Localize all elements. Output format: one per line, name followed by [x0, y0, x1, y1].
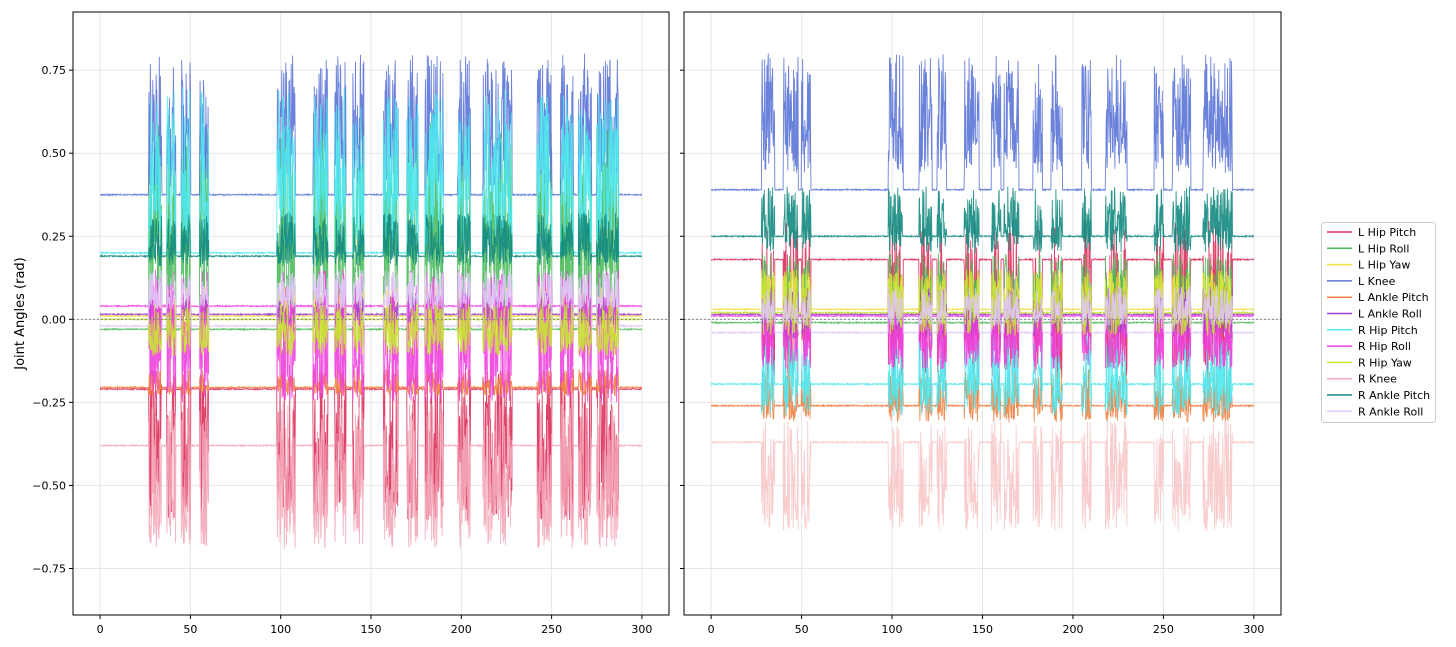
- legend-label: L Hip Pitch: [1358, 226, 1416, 239]
- x-tick-label: 250: [1153, 623, 1174, 636]
- y-tick-label: −0.75: [32, 562, 66, 575]
- legend-frame: [1321, 222, 1436, 423]
- series-line-r-knee: [710, 419, 1255, 531]
- series-line-r-ankle-roll: [710, 286, 1255, 335]
- legend-label: L Hip Roll: [1358, 242, 1409, 255]
- x-tick-label: 250: [541, 623, 562, 636]
- x-tick-label: 150: [972, 623, 993, 636]
- panel-1: 0 50 100 150 200 250 300 −0.75 −0.50 −0.25 0.00 0.2…: [13, 11, 670, 636]
- y-axis-label: Joint Angles (rad): [13, 257, 28, 370]
- legend-label: R Hip Pitch: [1358, 324, 1418, 337]
- series-line-l-knee: [99, 53, 643, 197]
- legend-label: R Knee: [1358, 373, 1397, 386]
- y-tick-label: 0.50: [42, 147, 67, 160]
- legend-label: R Ankle Roll: [1358, 405, 1423, 418]
- legend-label: R Hip Yaw: [1358, 356, 1412, 369]
- x-tick-label: 50: [183, 623, 197, 636]
- legend-label: L Knee: [1358, 275, 1396, 288]
- x-tick-label: 200: [1062, 623, 1083, 636]
- legend: L Hip Pitch L Hip Roll L Hip Yaw L Knee L An…: [1321, 222, 1436, 423]
- legend-label: L Ankle Pitch: [1358, 291, 1429, 304]
- x-tick-label: 50: [795, 623, 809, 636]
- series-line-r-ankle-pitch: [710, 186, 1255, 253]
- x-tick-label: 0: [97, 623, 104, 636]
- legend-label: L Hip Yaw: [1358, 259, 1410, 272]
- y-tick-label: 0.00: [42, 313, 67, 326]
- y-tick-label: −0.25: [32, 396, 66, 409]
- y-tick-label: −0.50: [32, 479, 66, 492]
- x-tick-label: 300: [631, 623, 652, 636]
- panel-2: 0 50 100 150 200 250 300: [680, 11, 1282, 636]
- x-tick-label: 200: [451, 623, 472, 636]
- series-line-r-ankle-roll: [99, 269, 643, 329]
- x-tick-label: 100: [882, 623, 903, 636]
- series-line-l-ankle-pitch: [99, 369, 643, 396]
- x-tick-label: 300: [1243, 623, 1264, 636]
- legend-label: R Ankle Pitch: [1358, 389, 1430, 402]
- series-line-r-knee: [99, 402, 642, 549]
- series-line-l-knee: [710, 53, 1255, 192]
- y-tick-label: 0.75: [42, 64, 67, 77]
- x-tick-label: 150: [361, 623, 382, 636]
- x-tick-label: 100: [270, 623, 291, 636]
- x-tick-label: 0: [708, 623, 715, 636]
- y-tick-label: 0.25: [42, 230, 67, 243]
- legend-label: R Hip Roll: [1358, 340, 1411, 353]
- series-line-r-ankle-pitch: [99, 212, 643, 267]
- series-line-r-hip-pitch: [710, 335, 1255, 416]
- legend-label: L Ankle Roll: [1358, 308, 1422, 321]
